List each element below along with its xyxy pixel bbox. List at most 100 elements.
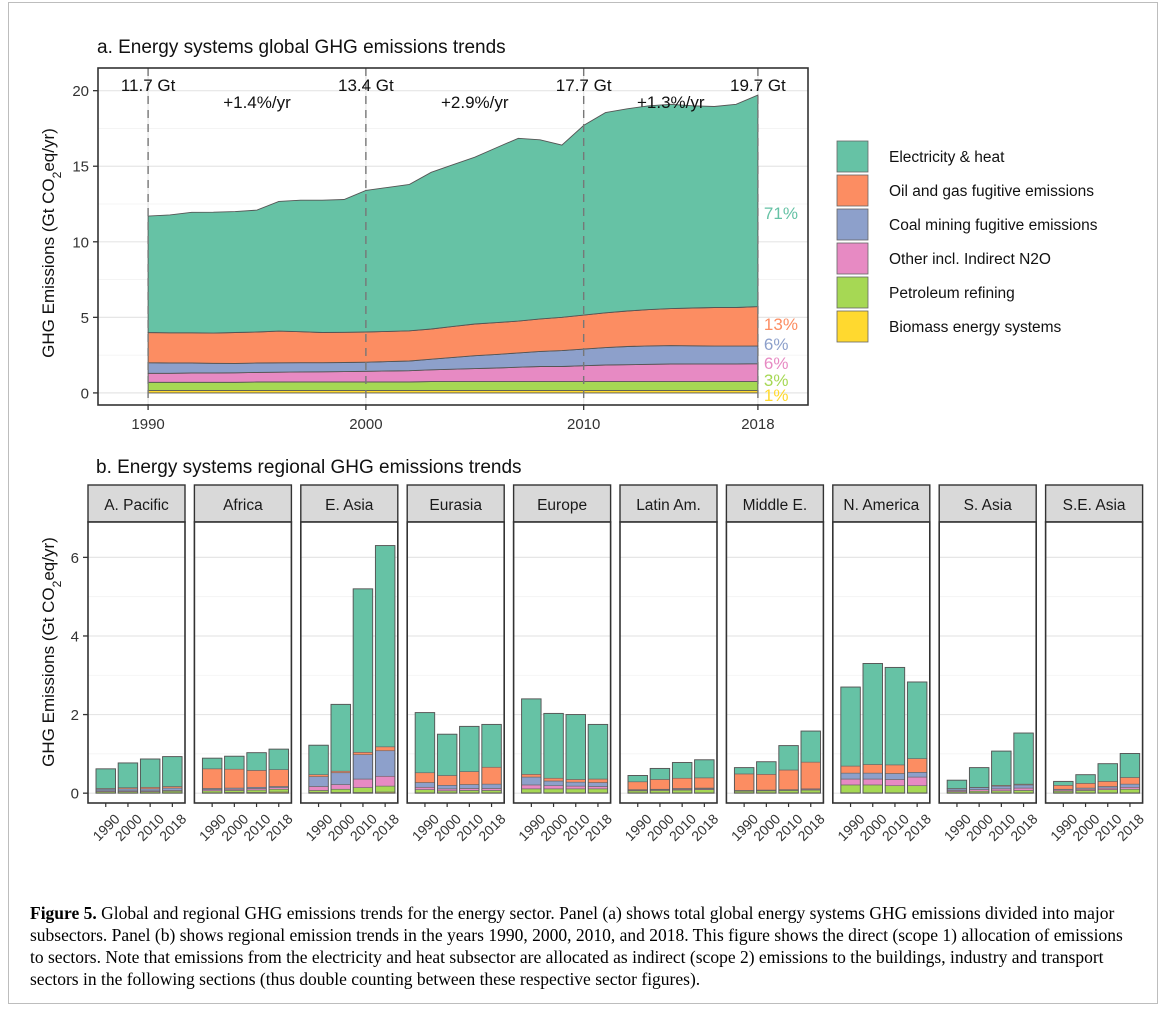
bar-segment-other-incl-indirect-n2o [862,778,883,786]
bar-outline [1013,732,1034,794]
legend-swatch-oil-and-gas-fugitive-emissions [836,174,869,207]
share-label-oil-and-gas-fugitive-emissions: 13% [764,315,798,334]
bar-segment-petroleum-refining [862,784,883,794]
facet-strip-label: Latin Am. [636,497,701,514]
growth-rate-label: +2.9%/yr [441,93,509,112]
growth-rate-label: +1.4%/yr [223,93,291,112]
panel-b-y-label-prefix: GHG Emissions (Gt CO [39,587,58,766]
bar-segment-coal-mining-fugitive-emissions [884,773,906,780]
bar-segment-electricity-heat [1053,781,1074,786]
bar-segment-other-incl-indirect-n2o [587,786,609,790]
bar-segment-coal-mining-fugitive-emissions [459,784,480,789]
bar-segment-oil-and-gas-fugitive-emissions [565,779,586,783]
bar-segment-electricity-heat [414,712,436,774]
bar-segment-petroleum-refining [907,785,928,794]
bar-segment-other-incl-indirect-n2o [543,785,564,790]
bar-segment-oil-and-gas-fugitive-emissions [840,765,861,774]
bar-segment-oil-and-gas-fugitive-emissions [862,764,883,774]
facet-frame [938,521,1038,804]
legend-label-other-incl-indirect-n2o: Other incl. Indirect N2O [889,251,1051,268]
panel-b-y-tick-label: 6 [71,550,79,567]
bar-segment-petroleum-refining [587,788,609,794]
facet-strip-label: S.E. Asia [1063,497,1126,514]
bar-outline [756,761,777,794]
bar-segment-petroleum-refining [521,788,542,794]
bar-outline [694,759,715,794]
bar-outline [543,712,564,794]
share-label-biomass-energy-systems: 1% [764,386,789,405]
bar-segment-oil-and-gas-fugitive-emissions [884,764,906,774]
bar-segment-electricity-heat [375,545,396,748]
facet-frame [725,521,825,804]
bar-outline [224,755,245,794]
bar-segment-other-incl-indirect-n2o [521,784,542,790]
facet-strip [725,484,825,523]
bar-segment-electricity-heat [884,667,906,766]
segment-total-label: 19.7 Gt [730,76,786,95]
bar-outline [139,758,161,794]
bar-segment-petroleum-refining [246,789,267,793]
bar-segment-electricity-heat [459,726,480,772]
bar-segment-coal-mining-fugitive-emissions [565,781,586,787]
panel-a-title: a. Energy systems global GHG emissions t… [97,37,506,58]
bar-segment-other-incl-indirect-n2o [907,776,928,787]
facet-frame [1044,521,1144,804]
figure-frame [8,2,1158,1004]
bar-segment-petroleum-refining [330,788,351,793]
legend-label-coal-mining-fugitive-emissions: Coal mining fugitive emissions [889,217,1098,234]
bar-segment-oil-and-gas-fugitive-emissions [627,781,648,790]
panel-a-y-label-prefix: GHG Emissions (Gt CO [39,178,58,357]
bar-segment-other-incl-indirect-n2o [1013,787,1034,791]
bar-segment-electricity-heat [694,759,715,779]
bar-outline [840,686,861,794]
facet-panel-background [620,522,717,803]
bar-segment-electricity-heat [565,714,586,780]
bar-segment-other-incl-indirect-n2o [308,786,329,791]
panel-a-x-tick-label: 2010 [567,416,600,433]
facet-strip-label: Eurasia [429,497,482,514]
facet-x-tick-label: 2018 [582,811,615,844]
bar-segment-petroleum-refining [414,789,436,794]
facet-x-tick-label: 2018 [475,811,508,844]
bar-outline [352,588,374,794]
bar-segment-electricity-heat [672,762,693,779]
bar-segment-electricity-heat [840,686,861,767]
legend-swatch-biomass-energy-systems [836,310,869,343]
bar-segment-oil-and-gas-fugitive-emissions [587,778,609,783]
segment-total-label: 13.4 Gt [338,76,394,95]
bar-outline [649,767,671,794]
legend-label-electricity-heat: Electricity & heat [889,149,1005,166]
bar-outline [671,762,693,794]
panel-b-faceted-bar-chart: A. Pacific1990200020102018Africa19902000… [71,484,1147,844]
facet-strip [87,484,186,523]
panel-b-title: b. Energy systems regional GHG emissions… [96,457,522,478]
panel-a-y-tick-label: 20 [72,83,89,100]
bar-segment-electricity-heat [543,713,564,779]
bar-segment-petroleum-refining [375,785,396,793]
facet-x-tick-label: 2018 [1007,811,1040,844]
panel-b-y-axis-label: GHG Emissions (Gt CO2eq/yr) [39,537,64,767]
bar-segment-oil-and-gas-fugitive-emissions [437,775,458,786]
bar-outline [268,748,289,794]
facet-frame [87,521,186,804]
bar-segment-electricity-heat [521,698,542,775]
bar-segment-coal-mining-fugitive-emissions [907,772,928,778]
bar-segment-oil-and-gas-fugitive-emissions [734,773,755,791]
panel-a-y-tick-label: 10 [72,234,89,251]
bar-segment-electricity-heat [117,762,138,788]
legend-label-biomass-energy-systems: Biomass energy systems [889,319,1062,336]
bar-segment-petroleum-refining [672,789,693,794]
facet-strip-label: A. Pacific [104,497,169,514]
segment-total-label: 11.7 Gt [121,76,176,95]
bar-segment-electricity-heat [946,779,968,789]
panel-b-y-tick-label: 2 [71,707,79,724]
bar-outline [436,733,458,794]
bar-outline [991,750,1012,794]
panel-a-frame [97,67,809,406]
bar-segment-petroleum-refining [694,789,715,794]
facet-frame [619,521,718,804]
panel-b-y-tick-label: 0 [71,786,79,803]
facet-x-tick-label: 2018 [688,811,721,844]
